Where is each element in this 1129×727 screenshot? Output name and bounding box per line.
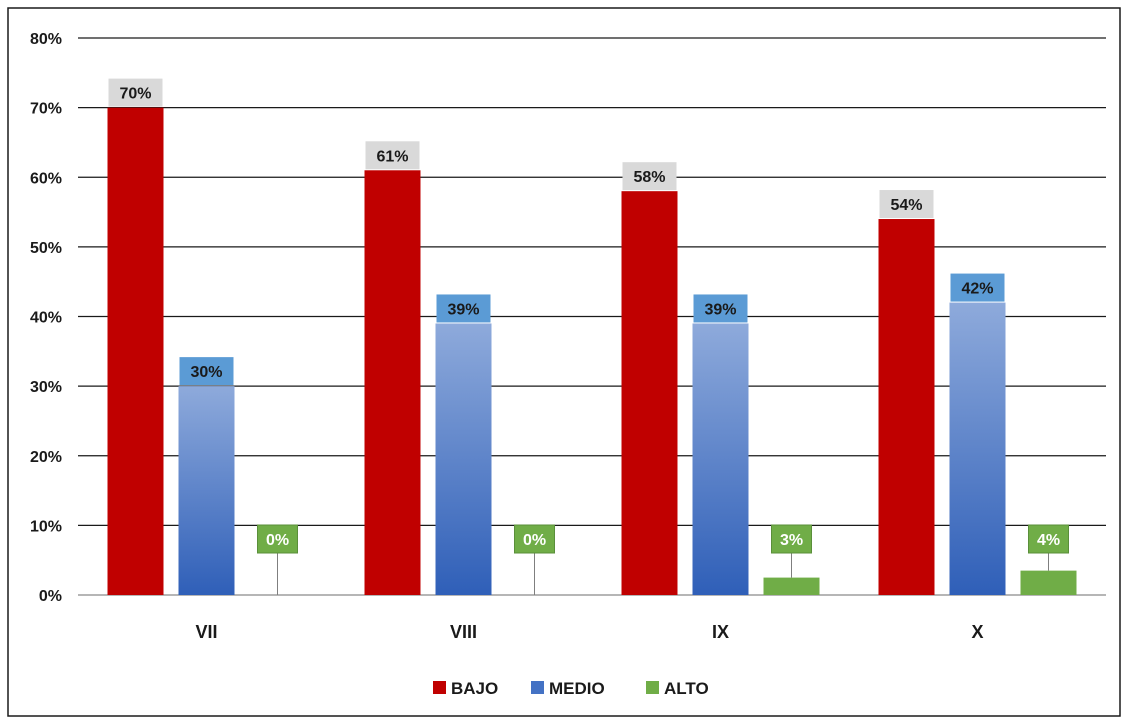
bar-bajo [364, 170, 421, 595]
x-tick-label: VII [195, 622, 217, 642]
x-tick-label: VIII [450, 622, 477, 642]
bar-medio [949, 302, 1006, 595]
data-labels: 70% 30% 0% 61% 39% 0% 58% 39% 3% 54% 42% 4% [108, 78, 1069, 595]
legend-label-bajo: BAJO [451, 679, 498, 698]
y-tick-label: 10% [30, 518, 62, 535]
data-label-box [622, 162, 677, 191]
bar-medio [692, 323, 749, 595]
data-label: 58% [633, 169, 665, 186]
data-label: 42% [961, 281, 993, 298]
y-tick-label: 20% [30, 449, 62, 466]
bar-bajo [621, 191, 678, 596]
legend-label-medio: MEDIO [549, 679, 605, 698]
data-label: 39% [447, 301, 479, 318]
data-label: 70% [119, 86, 151, 103]
y-tick-label: 30% [30, 379, 62, 396]
bar-bajo [107, 107, 164, 595]
data-label: 61% [376, 148, 408, 165]
bars [107, 107, 1077, 596]
data-label-box [436, 294, 491, 323]
data-label-box [1028, 524, 1069, 554]
legend-swatch-medio [531, 681, 544, 694]
y-axis-ticks: 0% 10% 20% 30% 40% 50% 60% 70% 80% [30, 31, 62, 605]
bar-alto [1020, 570, 1077, 595]
data-label-box [879, 190, 934, 219]
data-label-box [257, 524, 298, 554]
bar-alto [763, 577, 820, 595]
data-label-box [514, 524, 555, 554]
x-tick-label: X [971, 622, 983, 642]
y-tick-label: 60% [30, 170, 62, 187]
data-label-box [950, 273, 1005, 302]
x-tick-label: IX [712, 622, 729, 642]
y-tick-label: 50% [30, 240, 62, 257]
data-label-box [179, 357, 234, 386]
data-label: 3% [780, 532, 803, 549]
x-axis-ticks: VII VIII IX X [195, 622, 983, 642]
data-label-box [108, 78, 163, 107]
bar-medio [435, 323, 492, 595]
bar-bajo [878, 219, 935, 595]
gridlines [78, 37, 1106, 596]
data-label-box [365, 141, 420, 170]
data-label: 0% [523, 532, 546, 549]
data-label-box [693, 294, 748, 323]
data-label: 0% [266, 532, 289, 549]
y-tick-label: 80% [30, 31, 62, 48]
y-tick-label: 70% [30, 101, 62, 118]
data-label: 54% [890, 197, 922, 214]
data-label: 39% [704, 301, 736, 318]
legend-swatch-alto [646, 681, 659, 694]
legend-label-alto: ALTO [664, 679, 709, 698]
bar-medio [178, 386, 235, 595]
y-tick-label: 0% [39, 588, 62, 605]
y-tick-label: 40% [30, 310, 62, 327]
data-label: 30% [190, 364, 222, 381]
data-label: 4% [1037, 532, 1060, 549]
legend-swatch-bajo [433, 681, 446, 694]
legend: BAJO MEDIO ALTO [433, 679, 709, 698]
data-label-box [771, 524, 812, 554]
